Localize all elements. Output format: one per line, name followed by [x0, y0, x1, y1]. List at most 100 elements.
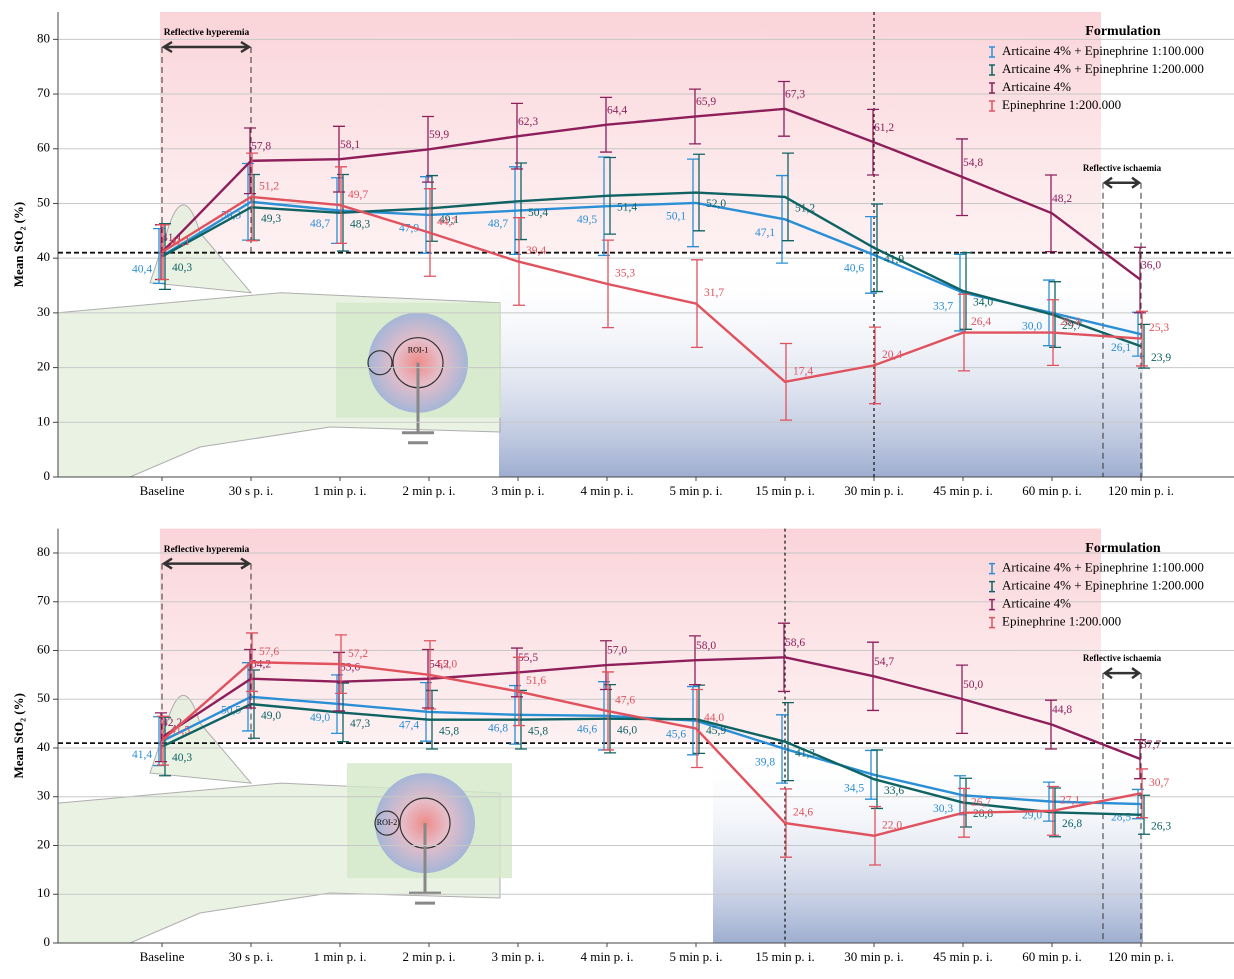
value-label: 30,0: [1022, 321, 1042, 333]
value-label: 44,0: [704, 712, 724, 724]
x-tick-label: 60 min p. i.: [1022, 949, 1082, 964]
value-label: 49,5: [577, 214, 597, 226]
x-tick-label: 2 min p. i.: [402, 483, 455, 498]
value-label: 49,3: [261, 213, 281, 225]
legend-label: Articaine 4% + Epinephrine 1:100.000: [1002, 43, 1204, 58]
value-label: 26,8: [1062, 818, 1082, 830]
y-tick-label: 60: [37, 641, 50, 656]
roi-label: ROI-1: [408, 346, 428, 355]
value-label: 49,0: [310, 712, 330, 724]
legend-label: Epinephrine 1:200.000: [1002, 614, 1121, 629]
value-label: 55,5: [518, 652, 538, 664]
legend-label: Epinephrine 1:200.000: [1002, 97, 1121, 112]
value-label: 17,4: [793, 365, 813, 377]
x-tick-label: 1 min p. i.: [313, 949, 366, 964]
value-label: 51,2: [795, 203, 815, 215]
y-tick-label: 40: [37, 739, 50, 754]
x-tick-label: 30 min p. i.: [844, 949, 904, 964]
annotation-arrow: [1105, 668, 1139, 678]
pink-zone: [160, 529, 1101, 744]
pink-zone: [160, 12, 1101, 253]
value-label: 34,0: [973, 297, 993, 309]
y-tick-label: 50: [37, 690, 50, 705]
value-label: 33,6: [884, 785, 904, 797]
value-label: 50,4: [528, 207, 548, 219]
x-tick-label: 5 min p. i.: [669, 949, 722, 964]
x-tick-label: 30 min p. i.: [844, 483, 904, 498]
value-label: 40,3: [172, 752, 192, 764]
annotation: Reflective ischaemia: [1083, 163, 1162, 173]
value-label: 54,2: [251, 658, 271, 670]
value-label: 27,1: [1060, 795, 1080, 807]
value-label: 54,7: [874, 656, 894, 668]
value-label: 48,3: [350, 218, 370, 230]
y-tick-label: 20: [37, 836, 50, 851]
x-tick-label: 3 min p. i.: [491, 483, 544, 498]
value-label: 34,5: [844, 782, 864, 794]
annotation: Reflective hyperemia: [164, 28, 250, 38]
value-label: 35,3: [615, 268, 635, 280]
value-label: 57,2: [348, 648, 368, 660]
legend-label: Articaine 4%: [1002, 596, 1071, 611]
legend-label: Articaine 4% + Epinephrine 1:100.000: [1002, 560, 1204, 575]
value-label: 31,7: [704, 287, 724, 299]
value-label: 20,4: [882, 349, 902, 361]
y-tick-label: 80: [37, 30, 50, 45]
value-label: 51,6: [526, 675, 546, 687]
annotation: Reflective hyperemia: [164, 545, 250, 555]
value-label: 48,2: [1052, 193, 1072, 205]
value-label: 46,0: [617, 724, 637, 736]
value-label: 54,8: [963, 157, 983, 169]
value-label: 41,1: [170, 236, 190, 248]
value-label: 41,9: [884, 253, 904, 265]
y-tick-label: 70: [37, 85, 50, 100]
value-label: 58,1: [340, 139, 360, 151]
value-label: 47,6: [615, 695, 635, 707]
value-label: 45,8: [439, 725, 459, 737]
y-tick-label: 40: [37, 249, 50, 264]
y-axis-label: Mean StO₂ (%): [11, 202, 26, 288]
value-label: 33,7: [933, 300, 953, 312]
page: ROI-101020304050607080Mean StO₂ (%)Basel…: [0, 0, 1234, 979]
legend-title: Formulation: [1085, 541, 1161, 556]
value-label: 23,9: [1151, 352, 1171, 364]
y-tick-label: 20: [37, 359, 50, 374]
value-label: 39,4: [526, 245, 546, 257]
legend-title: Formulation: [1085, 24, 1161, 39]
value-label: 52,0: [706, 198, 726, 210]
value-label: 39,8: [755, 757, 775, 769]
value-label: 48,7: [310, 218, 330, 230]
value-label: 24,6: [793, 807, 813, 819]
legend-label: Articaine 4% + Epinephrine 1:200.000: [1002, 61, 1204, 76]
value-label: 51,2: [259, 181, 279, 193]
value-label: 47,3: [350, 718, 370, 730]
value-label: 22,0: [882, 819, 902, 831]
value-label: 37,7: [1141, 739, 1161, 751]
value-label: 57,8: [251, 140, 271, 152]
value-label: 58,0: [696, 640, 716, 652]
value-label: 26,3: [1151, 820, 1171, 832]
y-tick-label: 60: [37, 140, 50, 155]
value-label: 49,0: [261, 710, 281, 722]
value-label: 58,6: [785, 637, 805, 649]
value-label: 30,3: [933, 803, 953, 815]
y-tick-label: 80: [37, 544, 50, 559]
x-tick-label: 120 min p. i.: [1108, 483, 1174, 498]
value-label: 49,7: [348, 189, 368, 201]
value-label: 41,3: [795, 747, 815, 759]
value-label: 51,4: [617, 201, 637, 213]
x-tick-label: 60 min p. i.: [1022, 483, 1082, 498]
value-label: 48,7: [488, 218, 508, 230]
x-tick-label: 3 min p. i.: [491, 949, 544, 964]
annotation-arrow: [1105, 178, 1139, 188]
y-tick-label: 10: [37, 885, 50, 900]
value-label: 47,1: [755, 227, 775, 239]
value-label: 26,7: [971, 796, 991, 808]
y-tick-label: 30: [37, 304, 50, 319]
value-label: 46,6: [577, 723, 597, 735]
value-label: 40,6: [844, 263, 864, 275]
x-tick-label: 15 min p. i.: [755, 483, 815, 498]
value-label: 57,6: [259, 646, 279, 658]
value-label: 50,0: [963, 679, 983, 691]
x-tick-label: 120 min p. i.: [1108, 949, 1174, 964]
